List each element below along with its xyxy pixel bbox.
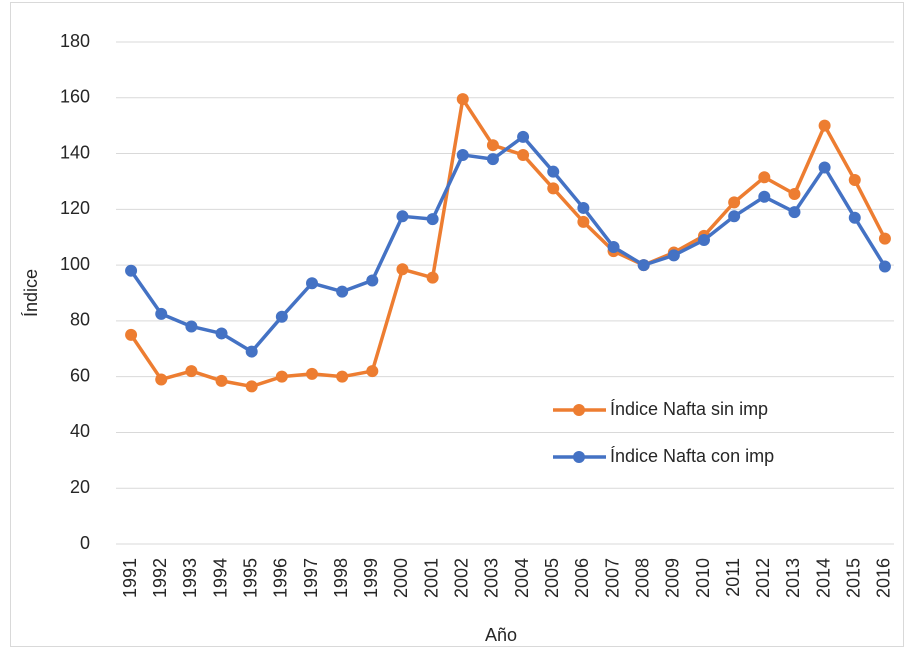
data-point (155, 307, 168, 320)
data-point (125, 328, 138, 341)
series-line (129, 135, 887, 354)
data-point (426, 213, 439, 226)
data-point (215, 374, 228, 387)
x-tick-label: 2003 (482, 558, 502, 598)
x-tick-label: 1997 (301, 558, 321, 598)
data-point (728, 210, 741, 223)
y-tick-label: 40 (70, 421, 90, 441)
data-point (607, 240, 620, 253)
x-tick-label: 2016 (874, 558, 894, 598)
data-point (396, 263, 409, 276)
x-axis-label: Año (485, 625, 517, 645)
data-point (245, 345, 258, 358)
data-point (637, 259, 650, 272)
data-point (245, 380, 258, 393)
data-point (577, 215, 590, 228)
data-point (336, 370, 349, 383)
legend-marker (573, 451, 585, 463)
x-tick-label: 1991 (120, 558, 140, 598)
legend-label: Índice Nafta con imp (610, 446, 774, 466)
data-point (788, 187, 801, 200)
data-point (275, 370, 288, 383)
data-point (577, 201, 590, 214)
x-tick-label: 2013 (783, 558, 803, 598)
x-tick-label: 1993 (180, 558, 200, 598)
x-tick-label: 2004 (512, 558, 532, 598)
data-point (848, 211, 861, 224)
data-point (366, 274, 379, 287)
series-line (129, 97, 887, 389)
x-tick-label: 2002 (452, 558, 472, 598)
data-point (456, 148, 469, 161)
data-point (155, 373, 168, 386)
data-point (667, 249, 680, 262)
data-point (698, 234, 710, 247)
x-tick-label: 2011 (723, 558, 743, 597)
data-point (517, 148, 530, 161)
data-point (275, 310, 288, 323)
data-point (336, 285, 349, 298)
data-point (878, 232, 891, 245)
y-tick-label: 140 (60, 142, 90, 162)
data-point (848, 174, 861, 187)
x-tick-label: 2010 (693, 558, 713, 598)
legend-label: Índice Nafta sin imp (610, 399, 768, 419)
y-tick-label: 20 (70, 477, 90, 497)
y-tick-label: 120 (60, 198, 90, 218)
legend-marker (573, 404, 585, 416)
y-tick-label: 160 (60, 87, 90, 107)
y-tick-label: 100 (60, 254, 90, 274)
chart-frame (10, 2, 904, 647)
x-tick-label: 1992 (150, 558, 170, 598)
data-point (185, 365, 198, 378)
data-point (818, 161, 831, 174)
x-tick-label: 2012 (753, 558, 773, 598)
x-tick-label: 2006 (572, 558, 592, 598)
data-point (306, 277, 318, 290)
data-point (517, 130, 530, 143)
x-tick-label: 1995 (240, 558, 260, 598)
data-point (486, 153, 499, 166)
x-tick-label: 2008 (632, 558, 652, 598)
data-point (456, 93, 469, 106)
data-point (788, 206, 801, 219)
data-point (396, 210, 409, 223)
x-tick-label: 1998 (331, 558, 351, 598)
x-tick-label: 1994 (210, 558, 230, 598)
data-point (215, 327, 228, 340)
x-tick-label: 2000 (391, 558, 411, 598)
data-point (366, 365, 379, 378)
x-tick-label: 1999 (361, 558, 381, 598)
data-point (426, 271, 439, 284)
data-point (758, 171, 771, 184)
x-tick-label: 2007 (602, 558, 622, 598)
data-point (547, 182, 560, 195)
data-point (486, 139, 499, 152)
data-point (547, 165, 560, 178)
data-point (758, 190, 771, 203)
x-tick-label: 1996 (271, 558, 291, 598)
x-tick-label: 2015 (844, 558, 864, 598)
y-tick-label: 80 (70, 310, 90, 330)
x-tick-label: 2001 (421, 558, 441, 598)
y-tick-label: 180 (60, 31, 90, 51)
data-point (818, 119, 831, 132)
y-tick-label: 0 (80, 533, 90, 553)
data-point (306, 367, 318, 380)
data-point (185, 320, 198, 333)
data-point (125, 264, 138, 277)
x-tick-label: 2009 (663, 558, 683, 598)
x-tick-label: 2014 (813, 558, 833, 598)
y-tick-label: 60 (70, 365, 90, 385)
data-point (728, 196, 741, 209)
data-point (878, 260, 891, 273)
y-axis-label: Índice (21, 269, 41, 317)
x-tick-label: 2005 (542, 558, 562, 598)
